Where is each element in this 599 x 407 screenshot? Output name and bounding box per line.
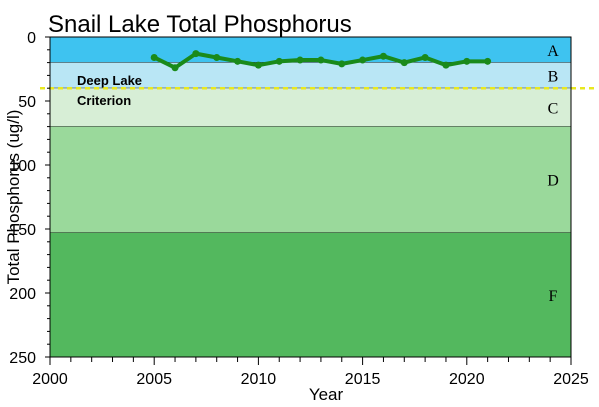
y-tick-label: 100 xyxy=(9,158,36,175)
zone-d-band xyxy=(50,126,571,233)
data-point xyxy=(192,50,200,58)
data-point xyxy=(442,61,450,69)
data-point xyxy=(296,56,304,64)
chart-title: Snail Lake Total Phosphorus xyxy=(48,11,352,38)
zone-c-label: C xyxy=(548,100,559,117)
y-tick-label: 250 xyxy=(9,350,36,367)
y-tick-label: 200 xyxy=(9,286,36,303)
series-layer xyxy=(150,50,492,72)
criterion-layer: Deep Lake Criterion xyxy=(40,73,598,108)
zone-b-band xyxy=(50,62,571,89)
y-tick-label: 0 xyxy=(27,30,36,47)
data-point xyxy=(338,60,346,68)
data-point xyxy=(234,57,242,65)
zone-f-label: F xyxy=(549,288,558,305)
data-point xyxy=(254,61,262,69)
plot-frame xyxy=(49,36,572,358)
x-tick-label: 2010 xyxy=(241,371,277,388)
data-point xyxy=(421,53,429,61)
x-tick-label: 2025 xyxy=(553,371,589,388)
data-point xyxy=(171,64,179,72)
zone-f-band xyxy=(50,232,571,357)
data-point xyxy=(275,57,283,65)
criterion-label-line2: Criterion xyxy=(77,93,131,108)
zone-d-label: D xyxy=(547,173,559,190)
data-point xyxy=(463,57,471,65)
x-axis-label: Year xyxy=(309,385,344,404)
zone-b-label: B xyxy=(548,68,559,85)
criterion-label-line1: Deep Lake xyxy=(77,73,142,88)
data-point xyxy=(359,56,367,64)
x-tick-label: 2000 xyxy=(32,371,68,388)
data-point xyxy=(484,57,492,65)
data-point xyxy=(317,56,325,64)
x-tick-label: 2005 xyxy=(136,371,172,388)
y-axis-label: Total Phosphorus (ug/l) xyxy=(4,110,23,285)
x-tick-label: 2020 xyxy=(449,371,485,388)
data-point xyxy=(379,52,387,60)
y-tick-label: 50 xyxy=(18,94,36,111)
data-point xyxy=(400,59,408,67)
grade-zones: ABC D F xyxy=(50,37,571,357)
data-point xyxy=(213,53,221,61)
data-point xyxy=(150,53,158,61)
zone-a-label: A xyxy=(547,43,559,60)
axes: 0 50 100 150 200 250 2000 2005 2010 2015 2020 2025 xyxy=(9,30,589,388)
zone-c-band xyxy=(50,88,571,127)
x-tick-label: 2015 xyxy=(345,371,381,388)
y-tick-label: 150 xyxy=(9,222,36,239)
